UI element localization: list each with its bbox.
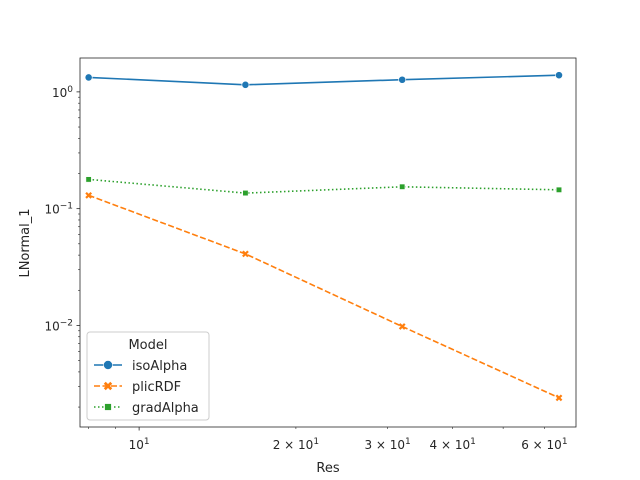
y-tick-label: 100 — [52, 85, 73, 100]
data-point-gradAlpha — [556, 186, 562, 193]
legend-marker-gradAlpha — [104, 403, 112, 411]
x-tick-label: 3 × 101 — [364, 437, 410, 452]
y-tick-label: 10−1 — [44, 202, 73, 217]
legend: Model isoAlpha plicRDF gradAlpha — [86, 331, 210, 421]
x-axis-label: Res — [316, 461, 339, 476]
legend-label-gradAlpha: gradAlpha — [132, 401, 199, 416]
data-point-plicRDF — [398, 323, 406, 330]
y-tick-label: 10−2 — [44, 318, 73, 333]
legend-box — [86, 331, 210, 421]
data-point-isoAlpha — [398, 75, 407, 84]
data-point-gradAlpha — [242, 190, 249, 197]
data-point-plicRDF — [555, 394, 563, 402]
legend-title: Model — [128, 338, 167, 353]
series-line-plicRDF — [88, 194, 560, 399]
x-axis-ticks: 101 2 × 101 3 × 101 4 × 101 6 × 101 — [88, 427, 568, 452]
legend-label-isoAlpha: isoAlpha — [132, 359, 187, 374]
series-line-isoAlpha — [88, 74, 560, 86]
y-axis-ticks: 100 10−1 10−2 — [44, 85, 80, 408]
data-point-gradAlpha — [85, 176, 92, 183]
x-tick-label: 101 — [129, 437, 150, 452]
x-tick-label: 6 × 101 — [521, 437, 567, 452]
legend-marker-plicRDF — [103, 381, 113, 391]
data-point-gradAlpha — [399, 183, 406, 190]
data-point-plicRDF — [242, 250, 249, 258]
series-line-gradAlpha — [88, 178, 560, 194]
data-point-isoAlpha — [84, 73, 93, 82]
y-axis-label: LNormal_1 — [18, 208, 33, 277]
legend-label-plicRDF: plicRDF — [132, 380, 181, 395]
x-tick-label: 2 × 101 — [273, 437, 319, 452]
data-point-plicRDF — [85, 191, 93, 199]
legend-marker-isoAlpha — [103, 360, 113, 370]
series-group — [84, 71, 563, 402]
x-tick-label: 4 × 101 — [430, 437, 476, 452]
data-point-isoAlpha — [555, 71, 563, 80]
data-point-isoAlpha — [241, 80, 250, 89]
